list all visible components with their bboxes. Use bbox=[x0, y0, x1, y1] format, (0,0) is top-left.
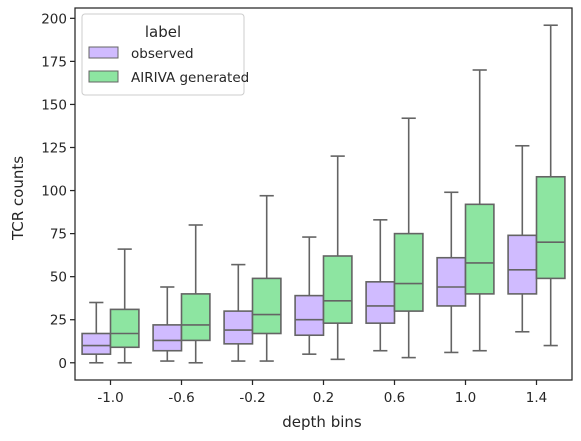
legend-label-airiva-generated: AIRIVA generated bbox=[131, 70, 249, 86]
legend-label-observed: observed bbox=[131, 46, 194, 62]
x-tick-label: -0.6 bbox=[168, 390, 194, 406]
box-observed-1-0 bbox=[436, 191, 467, 354]
x-tick-label: 1.0 bbox=[455, 390, 476, 406]
box-airiva-generated-1-4 bbox=[535, 24, 566, 347]
box-observed--0-2 bbox=[223, 263, 254, 362]
box-body bbox=[464, 203, 495, 295]
box-airiva-generated-0-2 bbox=[322, 155, 353, 361]
box-observed--1-0 bbox=[81, 301, 112, 364]
box-body bbox=[81, 332, 112, 355]
box-body bbox=[507, 234, 538, 295]
y-tick-label: 125 bbox=[41, 141, 67, 157]
box-body bbox=[109, 308, 140, 349]
box-body bbox=[251, 277, 282, 335]
box-body bbox=[322, 255, 353, 324]
legend: label observed AIRIVA generated bbox=[81, 13, 249, 96]
y-tick-label: 100 bbox=[41, 184, 67, 200]
x-tick-label: 1.4 bbox=[526, 390, 547, 406]
box-body bbox=[180, 293, 211, 342]
box-observed--0-6 bbox=[152, 286, 183, 362]
box-observed-0-2 bbox=[294, 236, 325, 355]
x-tick-label: 0.2 bbox=[313, 390, 334, 406]
box-airiva-generated--1-0 bbox=[109, 248, 140, 364]
box-observed-1-4 bbox=[507, 144, 538, 333]
legend-swatch-airiva-generated bbox=[88, 70, 119, 83]
legend-title: label bbox=[145, 23, 181, 41]
box-body bbox=[535, 175, 566, 280]
y-tick-label: 200 bbox=[41, 11, 67, 27]
y-tick-label: 25 bbox=[50, 313, 67, 329]
plot-area bbox=[81, 24, 566, 364]
box-body bbox=[294, 294, 325, 337]
box-body bbox=[393, 232, 424, 312]
box-airiva-generated-0-6 bbox=[393, 117, 424, 359]
axes: 0 25 50 75 100 125 150 175 200 -1.0 -0.6 -0.2 0.2 0.6… bbox=[41, 7, 573, 406]
box-body bbox=[152, 324, 183, 352]
legend-frame bbox=[81, 13, 245, 96]
x-tick-label: -0.2 bbox=[239, 390, 265, 406]
box-body bbox=[223, 310, 254, 345]
y-tick-label: 175 bbox=[41, 54, 67, 70]
x-axis-title: depth bins bbox=[282, 413, 362, 431]
box-airiva-generated--0-2 bbox=[251, 194, 282, 362]
box-observed-0-6 bbox=[365, 219, 396, 352]
box-airiva-generated--0-6 bbox=[180, 224, 211, 364]
box-body bbox=[365, 281, 396, 324]
y-tick-label: 50 bbox=[50, 270, 67, 286]
legend-swatch-observed bbox=[88, 46, 119, 59]
box-body bbox=[436, 256, 467, 307]
x-tick-label: -1.0 bbox=[97, 390, 123, 406]
box-airiva-generated-1-0 bbox=[464, 69, 495, 352]
y-tick-label: 75 bbox=[50, 227, 67, 243]
y-tick-label: 0 bbox=[58, 356, 67, 372]
y-tick-label: 150 bbox=[41, 97, 67, 113]
y-axis-title: TCR counts bbox=[9, 156, 27, 241]
x-tick-label: 0.6 bbox=[384, 390, 405, 406]
